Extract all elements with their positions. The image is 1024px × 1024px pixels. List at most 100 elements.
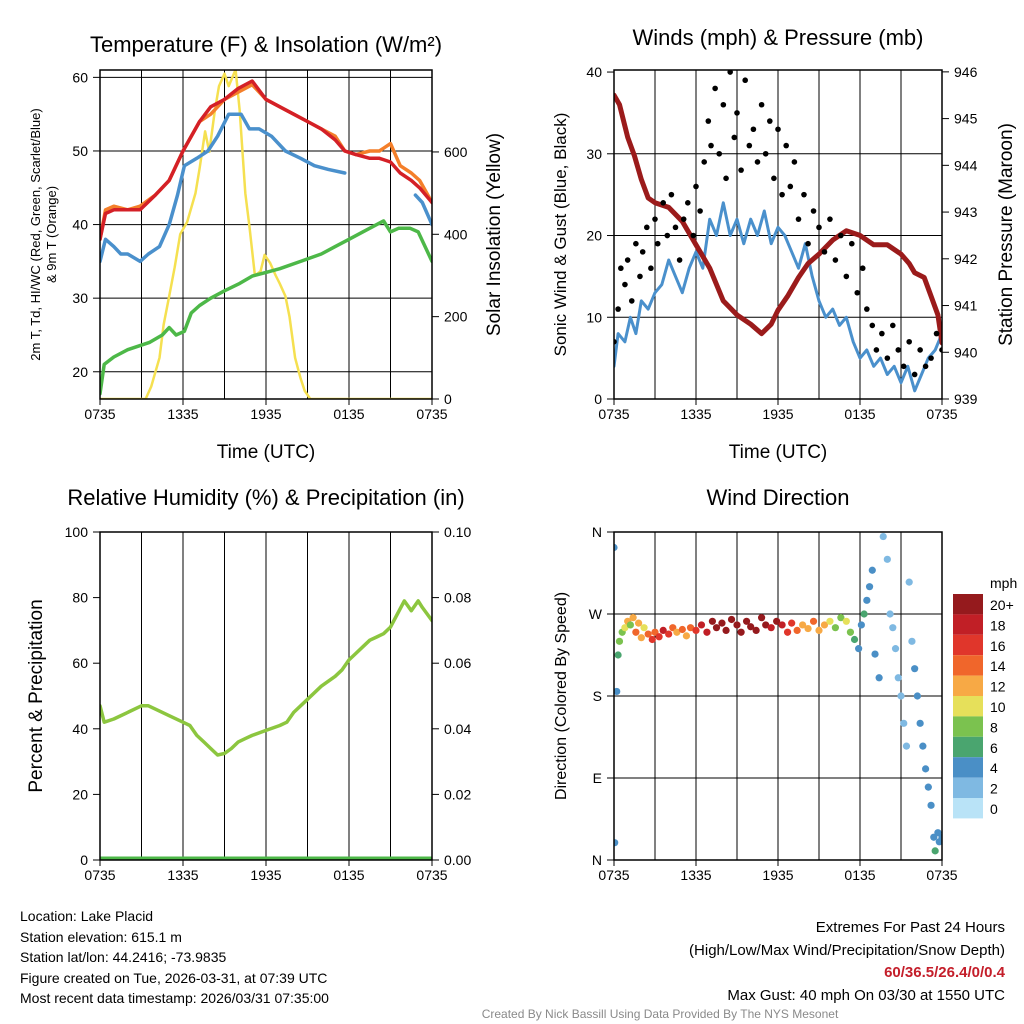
- x-tick-label: 0735: [416, 867, 447, 883]
- data-point: [708, 142, 714, 149]
- location-text: Location: Lake Placid: [20, 908, 154, 924]
- data-point: [860, 610, 868, 618]
- y-tick-label: 60: [72, 69, 88, 85]
- data-point: [788, 619, 796, 627]
- data-point: [820, 621, 829, 629]
- data-point: [905, 578, 913, 586]
- y-tick-label: S: [593, 688, 602, 704]
- data-point: [871, 650, 879, 658]
- data-point: [875, 674, 883, 682]
- data-point: [746, 142, 753, 149]
- legend-swatch: [953, 655, 983, 676]
- data-point: [908, 637, 916, 645]
- data-point: [816, 224, 822, 231]
- y-right-tick-label: 200: [444, 309, 468, 325]
- data-point: [809, 617, 818, 625]
- data-point: [747, 623, 755, 631]
- legend-swatch: [953, 696, 983, 717]
- data-point: [723, 175, 729, 182]
- data-point: [762, 150, 769, 157]
- legend-swatch: [953, 777, 983, 798]
- data-point: [614, 543, 618, 552]
- elevation-text: Station elevation: 615.1 m: [20, 928, 182, 945]
- data-point: [680, 216, 687, 222]
- data-point: [879, 532, 887, 541]
- data-point: [922, 765, 930, 773]
- y-right-tick-label: 942: [954, 251, 978, 267]
- series-line-sonic-wind: [614, 201, 942, 393]
- data-point: [626, 621, 635, 629]
- legend-swatch: [953, 675, 983, 696]
- data-point: [842, 617, 850, 625]
- data-point: [791, 159, 798, 165]
- y-tick-label: 20: [72, 364, 88, 380]
- data-point: [637, 273, 643, 280]
- data-point: [639, 249, 646, 255]
- y-right-axis-label: Station Pressure (Maroon): [996, 123, 1017, 346]
- y-tick-label: 0: [594, 391, 602, 407]
- data-point: [738, 167, 744, 173]
- panel-title: Wind Direction: [706, 485, 849, 510]
- data-point: [673, 628, 681, 636]
- y-tick-label: 30: [586, 146, 602, 162]
- y-right-tick-label: 0: [444, 391, 452, 407]
- y-right-tick-label: 0.08: [444, 590, 471, 606]
- x-tick-label: 0735: [926, 867, 957, 883]
- data-point: [654, 240, 661, 247]
- legend-label: 4: [990, 760, 998, 776]
- data-point: [614, 687, 621, 696]
- data-point: [831, 624, 840, 632]
- y-right-tick-label: 400: [444, 226, 468, 242]
- data-point: [615, 306, 621, 312]
- data-point: [779, 191, 785, 198]
- data-point: [716, 150, 723, 157]
- y-axis-label: Direction (Colored By Speed): [553, 592, 570, 800]
- data-point: [913, 692, 922, 700]
- panel-temperature: 0735 1335 1935 0135 073520304050600200400600…: [28, 32, 505, 463]
- data-point: [750, 126, 757, 133]
- y-tick-label: N: [592, 524, 602, 540]
- data-point: [692, 626, 700, 635]
- y-axis-label: 2m T, Td, HI/WC (Red, Green, Scarlet/Blu…: [28, 108, 43, 360]
- legend-label: 10: [990, 699, 1006, 715]
- data-point: [731, 134, 738, 141]
- legend-swatch: [953, 798, 983, 819]
- y-right-axis-label: Solar Insolation (Yellow): [484, 133, 505, 336]
- data-point: [938, 833, 942, 841]
- legend-swatch: [953, 634, 983, 656]
- y-right-tick-label: 600: [444, 144, 468, 160]
- created-text: Figure created on Tue, 2026-03-31, at 07…: [20, 969, 328, 986]
- data-point: [697, 621, 706, 629]
- data-point: [891, 645, 900, 653]
- data-point: [815, 626, 823, 635]
- data-point: [720, 101, 727, 108]
- x-tick-label: 0735: [84, 867, 115, 883]
- data-point: [855, 645, 863, 653]
- data-point: [927, 801, 935, 809]
- y-tick-label: 50: [72, 143, 88, 159]
- panel-title: Temperature (F) & Insolation (W/m²): [90, 32, 442, 57]
- plot-area: [614, 532, 942, 855]
- data-point: [621, 624, 629, 632]
- panel-winds: 0735 1335 1935 0135 073501020304093994094194…: [551, 25, 1017, 463]
- data-point: [629, 614, 637, 622]
- data-point: [737, 628, 745, 636]
- extremes-info: Extremes For Past 24 Hours (High/Low/Max…: [689, 917, 1005, 1007]
- y-axis-label: & 9m T (Orange): [44, 186, 59, 283]
- data-point: [622, 281, 628, 288]
- data-point: [902, 742, 911, 750]
- data-point: [672, 224, 679, 231]
- data-point: [701, 159, 707, 165]
- legend-swatch: [953, 757, 983, 778]
- data-point: [767, 624, 775, 632]
- plot-area: [100, 599, 432, 860]
- x-tick-label: 1935: [762, 406, 793, 422]
- data-point: [678, 625, 686, 634]
- data-point: [685, 200, 691, 206]
- data-point: [771, 175, 777, 182]
- data-point: [924, 783, 932, 791]
- data-point: [752, 626, 760, 635]
- data-point: [821, 249, 828, 255]
- data-point: [869, 322, 876, 329]
- data-point: [758, 614, 766, 622]
